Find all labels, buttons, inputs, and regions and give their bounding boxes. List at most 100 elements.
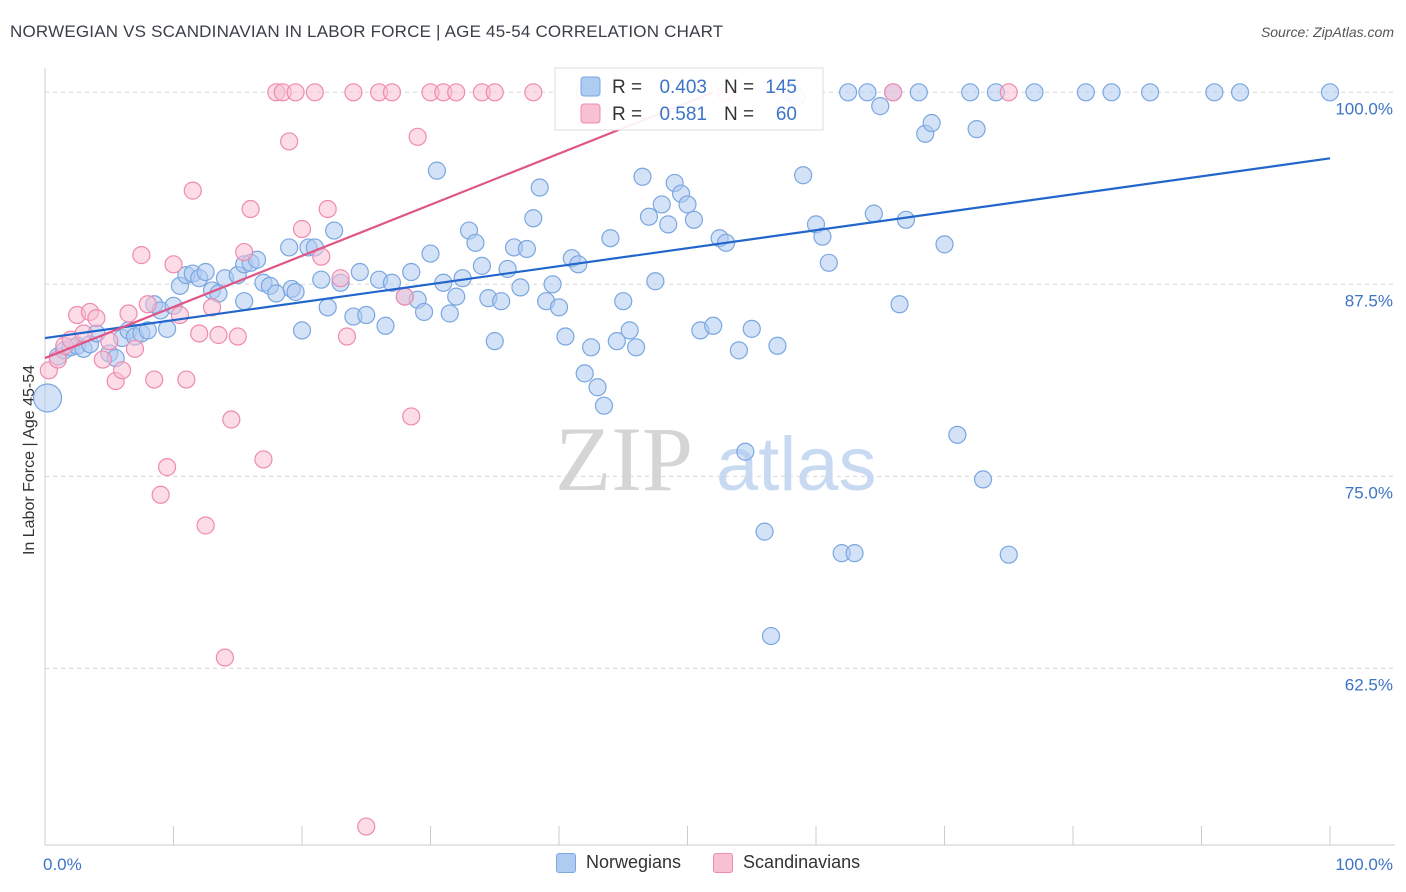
norwegian-point — [646, 272, 665, 291]
norwegian-point — [594, 396, 614, 415]
norwegian-point — [704, 316, 723, 335]
scandinavian-point — [222, 410, 241, 429]
norwegian-point — [839, 83, 858, 102]
stats-r-value: 0.403 — [659, 77, 707, 98]
norwegian-point — [357, 305, 376, 325]
y-tick-label: 75.0% — [1345, 483, 1393, 502]
norwegian-point — [736, 442, 755, 461]
watermark-zip: ZIP — [555, 408, 693, 510]
x-tick-label-min: 0.0% — [43, 855, 82, 874]
scandinavian-point — [883, 83, 903, 102]
norwegian-point — [524, 209, 543, 228]
norwegian-point — [485, 332, 504, 351]
stats-n-value: 60 — [776, 104, 797, 125]
norwegian-point — [607, 332, 626, 351]
norwegian-point — [427, 161, 447, 180]
norwegian-point — [935, 235, 954, 254]
legend-swatch-norwegians — [556, 852, 576, 873]
scandinavian-point — [235, 242, 254, 262]
scandinavian-point — [215, 648, 234, 667]
legend-item-norwegians[interactable]: Norwegians — [556, 852, 681, 873]
norwegian-point — [967, 120, 986, 139]
norwegian-point — [575, 364, 594, 383]
norwegian-point — [858, 83, 877, 102]
scandinavian-point — [286, 83, 305, 102]
norwegian-point — [280, 238, 299, 257]
norwegian-point — [761, 626, 781, 646]
scandinavian-point — [132, 246, 151, 265]
norwegian-point — [633, 167, 652, 186]
norwegian-point — [318, 298, 337, 317]
scandinavian-point — [524, 83, 543, 102]
norwegian-point — [864, 204, 883, 223]
scandinavian-point — [164, 255, 183, 274]
scandinavian-point — [87, 309, 106, 328]
stats-n-label: N = — [724, 77, 754, 98]
norwegian-point — [684, 210, 704, 229]
norwegian-point — [961, 83, 980, 102]
stats-legend: R = 0.403 N = 145 R = 0.581 N = 60 — [554, 67, 824, 131]
norwegian-point — [582, 338, 601, 357]
scandinavian-point — [209, 325, 228, 345]
scandinavian-point — [196, 516, 215, 535]
scandinavian-point — [402, 407, 421, 426]
norwegian-point — [755, 522, 774, 541]
norwegian-point — [312, 270, 331, 289]
norwegian-point — [414, 302, 434, 322]
norwegian-point — [678, 195, 697, 214]
norwegian-point — [466, 233, 485, 252]
norwegian-point — [138, 321, 157, 340]
norwegian-point — [350, 262, 369, 282]
axes — [44, 68, 1395, 846]
series-legend: Norwegians Scandinavians — [556, 852, 882, 873]
gridlines — [45, 91, 1395, 669]
chart-title: NORWEGIAN VS SCANDINAVIAN IN LABOR FORCE… — [10, 22, 724, 41]
norwegian-point — [794, 166, 813, 185]
scandinavian-point — [280, 132, 299, 151]
norwegian-point — [890, 295, 909, 314]
norwegian-point — [325, 221, 344, 240]
stats-swatch — [580, 103, 601, 124]
scandinavian-point — [337, 327, 357, 346]
norwegian-point — [999, 545, 1018, 564]
norwegian-point — [492, 292, 511, 311]
scandinavian-point — [331, 269, 350, 288]
norwegian-point — [440, 304, 459, 323]
scandinavian-point — [447, 83, 466, 102]
norwegian-point — [922, 113, 941, 133]
scandinavian-point — [112, 361, 132, 380]
norwegian-point — [626, 338, 646, 357]
norwegian-point — [620, 321, 639, 340]
norwegian-point — [421, 244, 440, 263]
norwegian-point — [196, 262, 215, 282]
tick-labels: 100.0% 87.5% 75.0% 62.5% 0.0% 100.0% — [43, 99, 1393, 874]
scandinavian-point — [125, 339, 145, 358]
norwegian-point — [973, 470, 993, 489]
norwegian-point — [588, 378, 607, 397]
trend-lines — [44, 91, 1331, 360]
scandinavian-point — [292, 219, 312, 239]
norwegian-point — [286, 282, 305, 302]
legend-swatch-scandinavians — [713, 852, 734, 873]
legend-label-scandinavians: Scandinavians — [743, 852, 861, 872]
legend-item-scandinavians[interactable]: Scandinavians — [713, 852, 860, 873]
norwegian-point — [511, 278, 530, 297]
norwegian-point — [549, 298, 569, 317]
y-tick-label: 62.5% — [1345, 675, 1393, 694]
norwegian-point — [402, 262, 421, 282]
stats-r-value: 0.581 — [659, 104, 707, 125]
scandinavian-point — [190, 324, 209, 343]
scandinavian-point — [305, 83, 324, 102]
scandinavian-point — [145, 370, 164, 389]
norwegian-point — [32, 383, 63, 413]
scandinavian-point — [93, 350, 112, 369]
norwegian-point — [729, 341, 749, 360]
norwegian-point — [768, 336, 787, 355]
stats-r-label: R = — [612, 104, 642, 125]
norwegian-point — [235, 292, 254, 311]
norwegian-point — [1320, 83, 1340, 102]
norwegian-point — [614, 292, 633, 311]
legend-label-norwegians: Norwegians — [586, 852, 682, 872]
norwegian-point — [909, 83, 928, 102]
stats-swatch — [580, 76, 601, 97]
